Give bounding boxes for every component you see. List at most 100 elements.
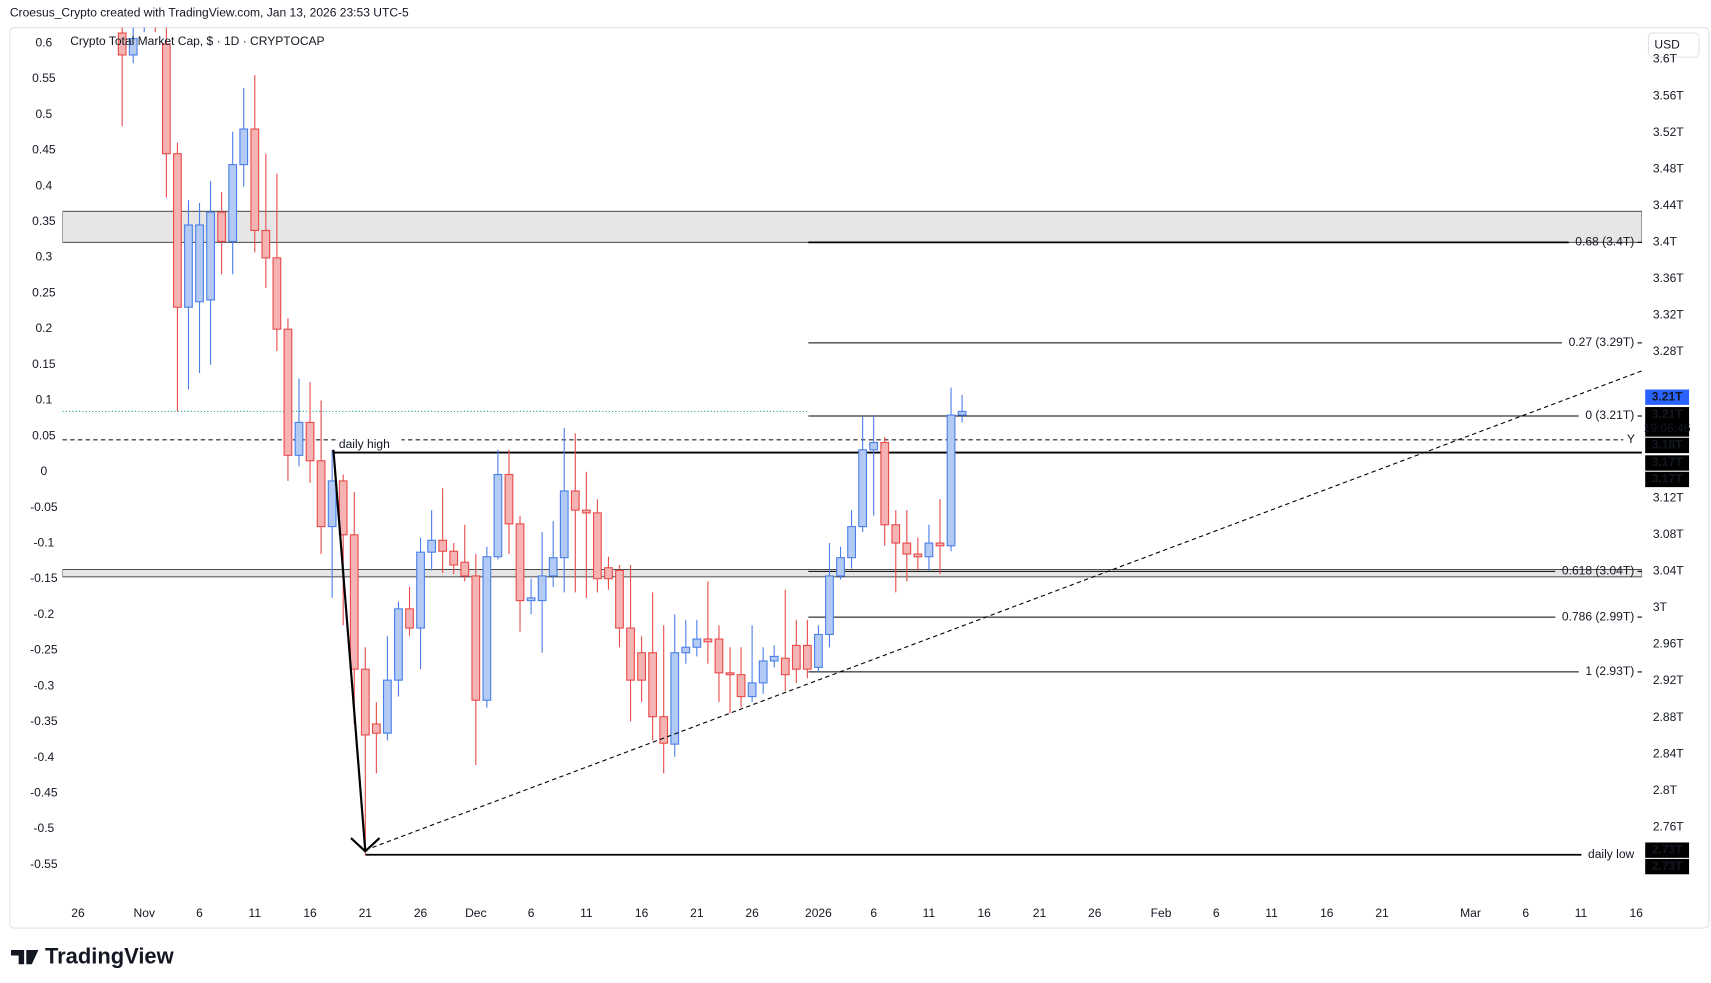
candle-body <box>349 534 359 670</box>
price-badge <box>1645 858 1690 875</box>
candle-body <box>891 524 901 544</box>
x-tick-label: 6 <box>870 906 877 920</box>
y2-tick-label: 0.25 <box>32 285 56 299</box>
price-badge-label: 3.17T <box>1652 455 1683 469</box>
candle-body <box>548 557 558 577</box>
x-tick-label: 16 <box>303 906 317 920</box>
candle-body <box>405 608 414 629</box>
candle-body <box>471 575 481 701</box>
candle-body <box>769 655 779 662</box>
y2-tick-label: 0 <box>41 464 48 478</box>
price-badge <box>1645 471 1690 488</box>
y2-tick-label: 0.5 <box>35 107 52 121</box>
y2-tick-label: 0.2 <box>35 321 52 335</box>
credit: Croesus_Crypto created with TradingView.… <box>10 5 409 19</box>
currency-box[interactable] <box>1647 32 1700 58</box>
plot <box>62 27 1642 856</box>
x-tick-label: 16 <box>635 906 649 920</box>
y-tick-label: 3T <box>1653 600 1668 614</box>
x-tick-label: 6 <box>196 906 203 920</box>
y-tick-label: 2.84T <box>1653 746 1684 760</box>
candle-body <box>648 652 658 718</box>
candle-body <box>957 410 967 416</box>
y2-tick-label: 0.45 <box>32 143 56 157</box>
x-tick-label: 26 <box>745 906 759 920</box>
y2-tick-label: 0.1 <box>35 393 52 407</box>
y-tick-label: 3.6T <box>1653 52 1678 66</box>
daily-high-label: daily high <box>339 437 390 451</box>
candle-body <box>493 473 503 558</box>
candle-body <box>427 539 436 553</box>
x-tick-label: 21 <box>1033 906 1047 920</box>
candle-body <box>117 32 127 56</box>
y-tick-label: 3.4T <box>1653 235 1678 249</box>
candle-body <box>394 608 403 681</box>
candle-body <box>261 229 271 259</box>
fib-label: 0.68 (3.4T) <box>1575 235 1634 249</box>
candle-body <box>128 37 138 56</box>
y2-tick-label: 0.55 <box>32 71 56 85</box>
price-badge <box>1645 407 1690 423</box>
y2-tick-label: -0.45 <box>30 785 58 799</box>
candle-body <box>626 627 635 681</box>
candle-body <box>880 441 890 526</box>
x-tick-label: Nov <box>134 906 155 920</box>
candle-body <box>825 575 834 635</box>
candle-body <box>615 569 624 629</box>
candle-body <box>383 679 392 734</box>
candle-body <box>449 550 459 566</box>
candle-body <box>869 441 879 451</box>
arrow-line <box>332 449 367 851</box>
y2-tick-label: -0.05 <box>30 500 58 514</box>
candle-body <box>935 542 945 547</box>
currency[interactable]: USD <box>1654 37 1680 51</box>
price-badge <box>1645 842 1690 858</box>
candle-body <box>725 672 735 676</box>
candle-body <box>283 328 293 456</box>
candle-body <box>161 43 171 155</box>
candle-body <box>913 553 923 558</box>
arrow-head <box>350 837 381 853</box>
candle-body <box>593 512 602 580</box>
y2-tick-label: -0.5 <box>33 821 54 835</box>
price-badge-label: 2.73T <box>1652 859 1683 873</box>
candle-body <box>836 557 845 577</box>
candle-body <box>747 682 757 698</box>
y2-tick-label: -0.25 <box>30 643 58 657</box>
x-tick-label: 11 <box>1265 906 1278 920</box>
y-tick-label: 3.32T <box>1653 308 1684 322</box>
fib-label: 0.786 (2.99T) <box>1562 609 1634 623</box>
candle-body <box>858 449 868 528</box>
candle-body <box>482 556 492 701</box>
daily-low-label: daily low <box>1588 847 1634 861</box>
x-tick-label: Feb <box>1151 906 1172 920</box>
y2-tick-label: -0.1 <box>33 535 54 549</box>
candle-body <box>184 224 193 308</box>
y2-tick-label: 0.3 <box>35 250 52 264</box>
x-tick-label: 11 <box>923 906 936 920</box>
candle-body <box>604 567 613 580</box>
candle-body <box>581 509 591 514</box>
candle-body <box>195 224 204 303</box>
price-badge-label: 3.21T <box>1652 407 1683 421</box>
y-tick-label: 2.88T <box>1653 710 1684 724</box>
price-badge-label: 2.73T <box>1652 842 1683 856</box>
y-tick-label: 3.12T <box>1653 490 1684 504</box>
y-tick-label: 3.44T <box>1653 198 1684 212</box>
price-badge <box>1645 437 1690 454</box>
y-tick-label: 3.08T <box>1653 527 1684 541</box>
candle-body <box>239 128 249 166</box>
candle-body <box>637 652 646 681</box>
price-badge-label: 3.18T <box>1652 438 1683 452</box>
candle-body <box>173 153 182 308</box>
x-tick-label: 11 <box>580 906 593 920</box>
y-tick-label: 3.56T <box>1653 88 1684 102</box>
x-tick-label: 26 <box>414 906 428 920</box>
candle-body <box>217 211 227 242</box>
x-tick-label: 6 <box>1522 906 1529 920</box>
candle-body <box>228 164 238 242</box>
candle-body <box>780 657 790 676</box>
y-tick-label: 3.52T <box>1653 125 1684 139</box>
y-tick-label: 2.76T <box>1653 819 1684 833</box>
